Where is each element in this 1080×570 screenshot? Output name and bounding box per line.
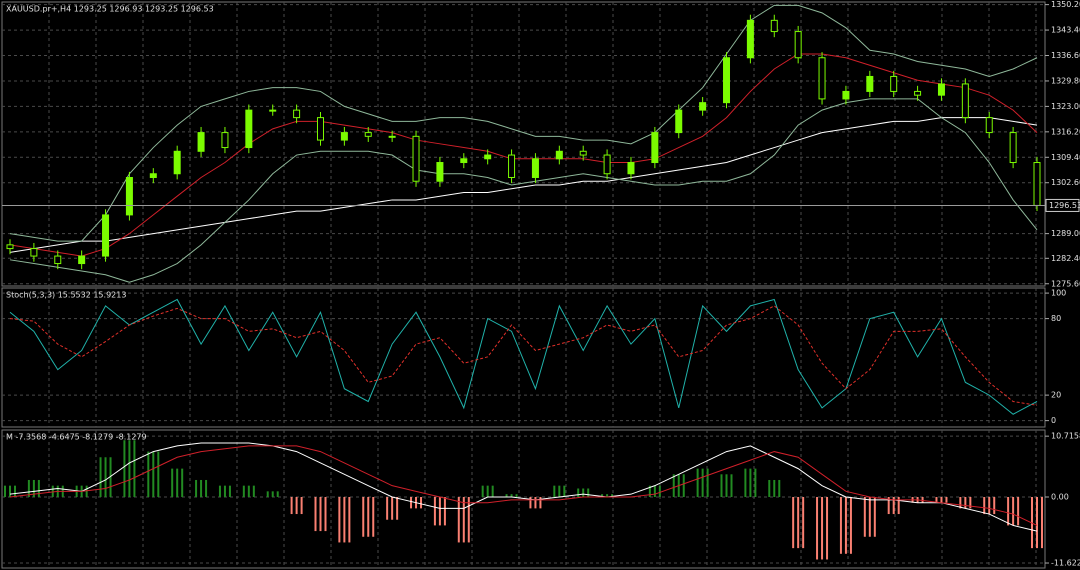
candle-body (412, 135, 420, 182)
candle-body (436, 162, 444, 182)
candle-body (173, 150, 181, 175)
indicator-line (9, 4, 1038, 242)
indicator-line (9, 117, 1038, 253)
candle-body (54, 255, 62, 265)
y-tick-label: 100 (1051, 289, 1066, 298)
indicator-line (9, 305, 1038, 406)
candle-body (603, 154, 611, 175)
y-tick-label: 1323.00 (1051, 102, 1080, 111)
candle-body (770, 19, 778, 33)
y-tick-label: 1282.40 (1051, 254, 1080, 263)
candle-body (340, 132, 348, 141)
candle-body (30, 248, 38, 257)
y-tick-label: 80 (1051, 314, 1061, 323)
y-tick-label: 1289.00 (1051, 229, 1080, 238)
y-tick-label: 10.7158 (1051, 432, 1080, 441)
candle-body (794, 31, 802, 59)
y-tick-label: 1350.20 (1051, 0, 1080, 9)
y-tick-label: 20 (1051, 391, 1061, 400)
candle-body (555, 150, 563, 160)
candle-body (914, 90, 922, 96)
candle-body (269, 109, 277, 112)
candle-body (651, 132, 659, 164)
candle-body (78, 255, 86, 265)
candle-body (746, 19, 754, 59)
candle-body (937, 83, 945, 96)
candle-body (316, 117, 324, 141)
pane-title: Stoch(5,3,3) 15.5532 15.9213 (6, 291, 126, 300)
candle-body (961, 83, 969, 119)
indicator-line (9, 445, 1038, 526)
candle-body (1009, 132, 1017, 164)
candle-body (508, 154, 516, 178)
last-price-box (1045, 198, 1080, 212)
y-tick-label: 1329.80 (1051, 76, 1080, 85)
candle-body (818, 57, 826, 100)
candle-body (1033, 162, 1041, 206)
indicator-line (9, 442, 1038, 532)
candle-body (531, 158, 539, 178)
pane-title: M -7.3568 -4.6475 -8.1279 -8.1279 (6, 433, 147, 442)
candle-body (388, 135, 396, 138)
y-tick-label: 0 (1051, 416, 1056, 425)
indicator-line (9, 53, 1038, 257)
candle-body (866, 75, 874, 92)
candle-body (293, 109, 301, 119)
candle-body (890, 75, 898, 92)
candle-body (484, 154, 492, 160)
candle-body (102, 214, 110, 257)
indicator-line (9, 298, 1038, 415)
indicator-line (9, 98, 1038, 283)
candle-body (627, 162, 635, 175)
y-tick-label: 1336.60 (1051, 51, 1080, 60)
candle-body (723, 57, 731, 104)
y-tick-label: 1302.60 (1051, 178, 1080, 187)
candle-body (699, 102, 707, 111)
candle-body (842, 90, 850, 100)
y-tick-label: 1309.40 (1051, 153, 1080, 162)
last-price-label: 1296.53 (1049, 201, 1080, 210)
candle-body (197, 132, 205, 152)
candle-body (125, 176, 133, 216)
y-tick-label: -11.6226 (1051, 559, 1080, 568)
pane-title: XAUUSD.pr+,H4 1293.25 1296.93 1293.25 12… (6, 5, 214, 14)
candle-body (149, 173, 157, 178)
candle-body (579, 150, 587, 156)
y-tick-label: 1343.40 (1051, 26, 1080, 35)
y-tick-label: 1275.60 (1051, 279, 1080, 288)
candle-body (245, 109, 253, 149)
candle-body (364, 132, 372, 137)
candle-body (6, 244, 14, 250)
candle-body (985, 117, 993, 134)
y-tick-label: 1316.20 (1051, 127, 1080, 136)
candle-body (675, 109, 683, 134)
candle-body (221, 132, 229, 149)
candle-body (460, 158, 468, 164)
y-tick-label: 0.00 (1051, 493, 1069, 502)
